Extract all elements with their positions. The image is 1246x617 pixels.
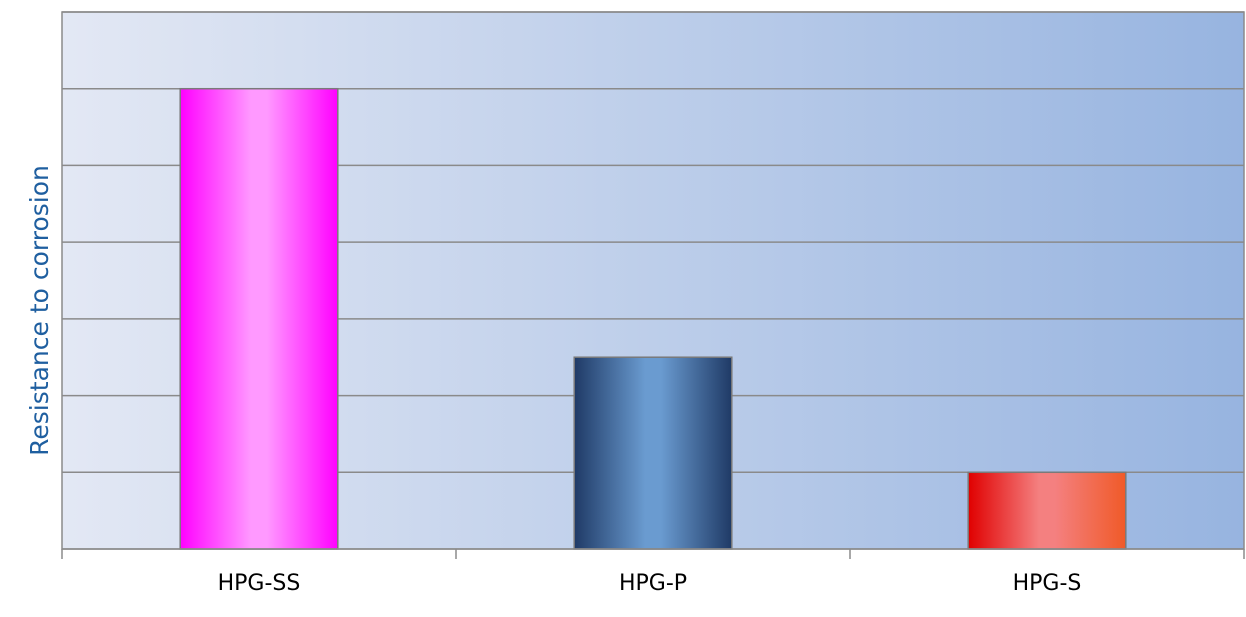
bar-hpg-ss [179, 87, 339, 550]
x-tick-label: HPG-SS [218, 571, 301, 596]
y-axis-label: Resistance to corrosion [25, 165, 54, 456]
bar-hpg-s [967, 471, 1127, 550]
x-tick-label: HPG-P [619, 571, 687, 596]
x-axis [61, 548, 1245, 559]
x-tick-label: HPG-S [1013, 571, 1082, 596]
bar-hpg-p [573, 356, 733, 550]
x-tick-labels: HPG-SS HPG-P HPG-S [218, 571, 1082, 596]
bars [179, 87, 1127, 550]
